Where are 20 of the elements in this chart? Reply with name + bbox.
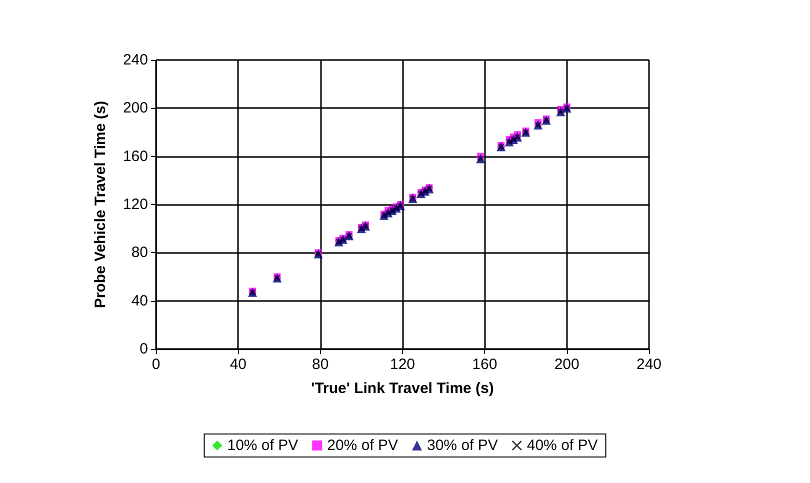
x-tick-label: 40 [230, 356, 247, 373]
x-tick-label: 0 [152, 356, 160, 373]
y-tick-label: 0 [140, 340, 148, 358]
x-tick-label: 80 [312, 356, 329, 373]
x-tick-label: 160 [472, 356, 498, 373]
y-axis-title: Probe Vehicle Travel Time (s) [92, 100, 109, 308]
y-tick-label: 240 [122, 52, 148, 68]
legend-label: 40% of PV [526, 437, 598, 454]
x-tick-label: 240 [636, 356, 662, 373]
x-tick-label: 200 [554, 356, 580, 373]
legend-label: 10% of PV [227, 437, 298, 454]
y-tick-label: 200 [122, 100, 148, 117]
x-tick-label: 120 [390, 356, 416, 373]
y-tick-label: 80 [131, 244, 148, 262]
legend-label: 30% of PV [427, 437, 498, 454]
legend-label: 20% of PV [327, 437, 398, 454]
x-axis-title: 'True' Link Travel Time (s) [311, 380, 494, 397]
y-tick-label: 160 [122, 148, 148, 165]
y-tick-label: 120 [122, 196, 148, 213]
y-tick-label: 40 [131, 292, 148, 310]
